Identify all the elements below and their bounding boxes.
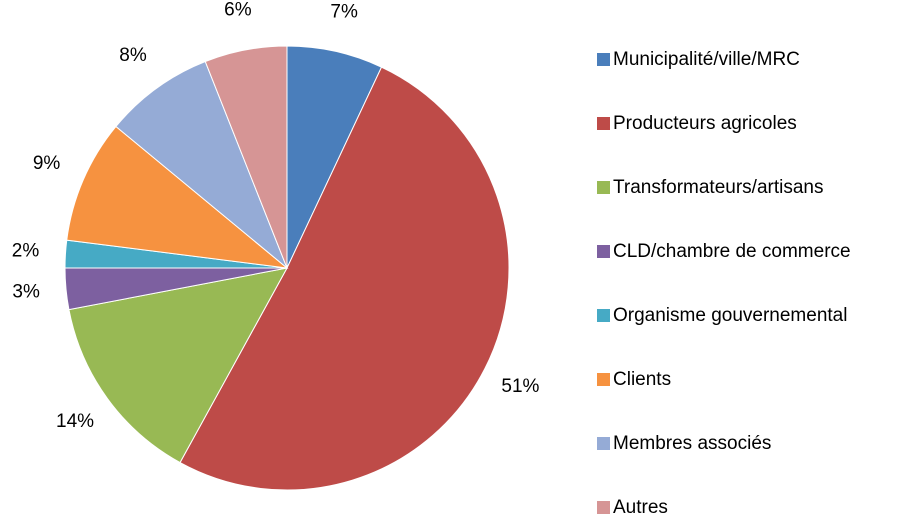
legend-label: Municipalité/ville/MRC [613, 49, 800, 70]
legend-swatch [597, 437, 610, 450]
legend-label: CLD/chambre de commerce [613, 241, 851, 262]
pie-slice [204, 45, 288, 269]
data-label: 14% [56, 411, 94, 432]
legend-swatch [597, 181, 610, 194]
legend-swatch [597, 309, 610, 322]
pie-slice [66, 125, 289, 269]
data-label: 2% [12, 241, 40, 262]
pie-slice [68, 267, 288, 464]
legend-label: Clients [613, 369, 671, 390]
data-label: 8% [119, 45, 147, 66]
data-label: 6% [224, 0, 252, 21]
legend-swatch [597, 245, 610, 258]
legend-swatch [597, 117, 610, 130]
legend-label: Organisme gouvernemental [613, 305, 847, 326]
legend-label: Autres [613, 497, 668, 518]
legend-label: Transformateurs/artisans [613, 177, 823, 198]
data-label: 9% [33, 153, 61, 174]
legend-swatch [597, 373, 610, 386]
legend-label: Membres associés [613, 433, 771, 454]
data-label: 7% [330, 1, 358, 22]
legend-label: Producteurs agricoles [613, 113, 797, 134]
data-label: 51% [501, 376, 539, 397]
legend-swatch [597, 53, 610, 66]
legend-swatch [597, 501, 610, 514]
pie-slice [115, 60, 288, 269]
data-label: 3% [12, 282, 40, 303]
pie-slice [179, 66, 510, 491]
